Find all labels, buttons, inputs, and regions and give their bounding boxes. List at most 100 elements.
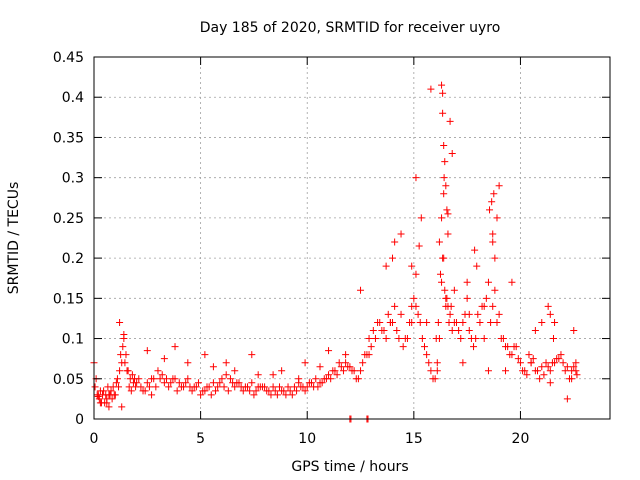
data-point — [220, 383, 228, 391]
data-point — [337, 363, 345, 371]
data-point — [444, 210, 452, 218]
data-point — [538, 318, 546, 326]
data-point — [395, 335, 403, 343]
data-point — [438, 278, 446, 286]
data-point — [516, 359, 524, 367]
data-point — [318, 379, 326, 387]
data-point — [284, 383, 292, 391]
data-point — [119, 343, 127, 351]
data-point — [474, 310, 482, 318]
x-tick-label: 5 — [196, 431, 205, 447]
data-point — [472, 335, 480, 343]
data-point — [248, 351, 256, 359]
data-point — [91, 383, 99, 391]
data-point — [207, 391, 215, 399]
data-point — [286, 387, 294, 395]
data-point — [239, 387, 247, 395]
data-point — [412, 270, 420, 278]
y-tick-label: 0.4 — [62, 90, 84, 106]
data-point — [173, 387, 181, 395]
data-point — [357, 286, 365, 294]
data-point — [427, 85, 435, 93]
data-point — [177, 383, 185, 391]
data-point — [190, 383, 198, 391]
data-point — [127, 387, 135, 395]
data-point — [482, 294, 490, 302]
data-point — [508, 278, 516, 286]
data-point — [93, 391, 101, 399]
data-point — [378, 327, 386, 335]
data-point — [167, 379, 175, 387]
data-point — [510, 343, 518, 351]
data-point — [121, 359, 129, 367]
data-point — [439, 254, 447, 262]
data-point — [120, 331, 128, 339]
data-point — [212, 387, 220, 395]
data-point — [553, 355, 561, 363]
data-point — [301, 359, 309, 367]
data-point — [486, 206, 494, 214]
data-point — [344, 363, 352, 371]
data-point — [273, 391, 281, 399]
data-point — [348, 367, 356, 375]
plot-frame — [93, 56, 611, 420]
y-tick-label: 0.25 — [53, 211, 84, 227]
data-points — [90, 81, 581, 423]
data-point — [420, 343, 428, 351]
data-point — [446, 310, 454, 318]
data-point — [269, 371, 277, 379]
data-point — [525, 351, 533, 359]
data-point — [246, 387, 254, 395]
data-point — [128, 371, 136, 379]
data-point — [333, 371, 341, 379]
data-point — [414, 310, 422, 318]
data-point — [263, 387, 271, 395]
data-point — [433, 359, 441, 367]
data-point — [429, 375, 437, 383]
data-point — [544, 363, 552, 371]
data-point — [531, 327, 539, 335]
y-tick-label: 0.05 — [53, 372, 84, 388]
x-axis-label: GPS time / hours — [291, 459, 408, 475]
data-point — [359, 359, 367, 367]
data-point — [160, 355, 168, 363]
data-point — [295, 375, 303, 383]
data-point — [441, 286, 449, 294]
data-point — [158, 371, 166, 379]
data-point — [563, 395, 571, 403]
data-point — [529, 355, 537, 363]
data-point — [250, 391, 258, 399]
data-point — [438, 81, 446, 89]
data-point — [316, 363, 324, 371]
data-point — [301, 387, 309, 395]
data-point — [425, 359, 433, 367]
data-point — [169, 375, 177, 383]
data-point — [384, 310, 392, 318]
data-point — [443, 206, 451, 214]
data-point — [418, 335, 426, 343]
data-point — [171, 343, 179, 351]
data-point — [561, 367, 569, 375]
data-point — [276, 383, 284, 391]
data-point — [125, 383, 133, 391]
data-point — [487, 318, 495, 326]
data-point — [335, 359, 343, 367]
y-tick-label: 0 — [75, 412, 84, 428]
chart-title: Day 185 of 2020, SRMTID for receiver uyr… — [200, 20, 501, 36]
data-point — [471, 246, 479, 254]
data-point — [444, 230, 452, 238]
data-point — [448, 150, 456, 158]
data-point — [160, 379, 168, 387]
data-point — [382, 262, 390, 270]
data-point — [546, 379, 554, 387]
data-point — [145, 383, 153, 391]
data-point — [100, 387, 108, 395]
data-point — [352, 375, 360, 383]
data-point — [442, 302, 450, 310]
data-point — [110, 391, 118, 399]
data-point — [506, 351, 514, 359]
data-point — [410, 294, 418, 302]
data-point — [572, 367, 580, 375]
data-point — [542, 359, 550, 367]
